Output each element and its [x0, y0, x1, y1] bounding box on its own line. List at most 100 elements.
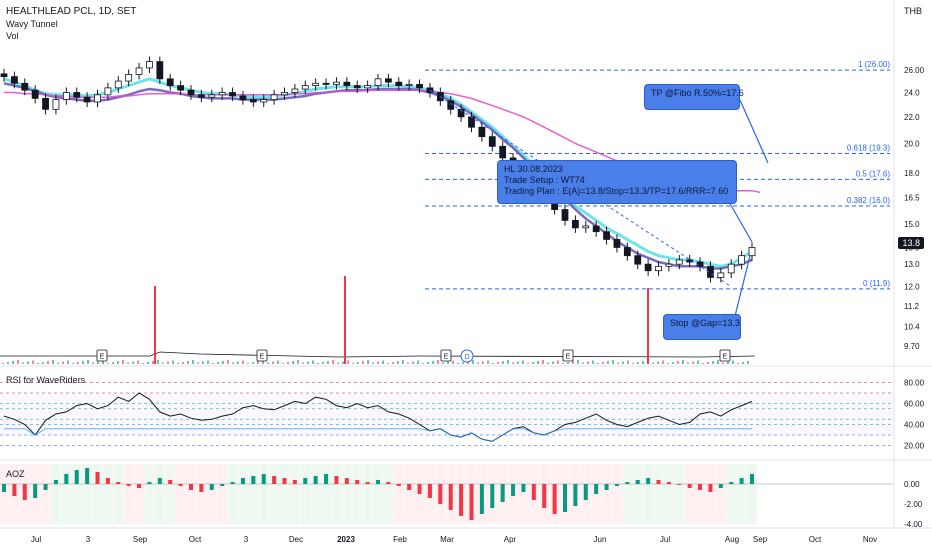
- earnings-marker[interactable]: [96, 349, 108, 362]
- candle[interactable]: [73, 92, 81, 98]
- candle[interactable]: [83, 96, 91, 103]
- candle[interactable]: [125, 74, 133, 82]
- candle[interactable]: [665, 263, 673, 267]
- aoz-bar[interactable]: [189, 484, 193, 490]
- aoz-pane[interactable]: 0.00 -2.00 -4.00: [0, 464, 923, 529]
- aoz-bar[interactable]: [687, 484, 692, 488]
- candle[interactable]: [499, 145, 507, 159]
- candle[interactable]: [488, 136, 496, 147]
- candle[interactable]: [343, 81, 351, 86]
- aoz-bar[interactable]: [479, 484, 484, 514]
- candle[interactable]: [416, 84, 423, 89]
- indicator-wavy-tunnel[interactable]: Wavy Tunnel: [6, 19, 58, 29]
- aoz-bar[interactable]: [2, 484, 6, 492]
- tp-callout[interactable]: TP @Fibo R.50%=17.6: [644, 84, 744, 110]
- candle[interactable]: [696, 261, 704, 267]
- candle[interactable]: [457, 108, 465, 118]
- aoz-bar[interactable]: [324, 474, 329, 484]
- aoz-bar[interactable]: [729, 482, 734, 484]
- aoz-bar[interactable]: [85, 468, 90, 484]
- candle[interactable]: [727, 263, 735, 274]
- aoz-bar[interactable]: [563, 484, 567, 512]
- candle[interactable]: [748, 247, 756, 257]
- candle[interactable]: [187, 89, 195, 96]
- earnings-marker[interactable]: [256, 349, 268, 362]
- candle[interactable]: [52, 99, 60, 110]
- aoz-bar[interactable]: [407, 484, 412, 490]
- aoz-bar[interactable]: [614, 484, 619, 486]
- candle[interactable]: [229, 92, 236, 97]
- aoz-bar[interactable]: [521, 484, 526, 492]
- candle[interactable]: [0, 73, 8, 78]
- aoz-bar[interactable]: [698, 484, 703, 490]
- aoz-bar[interactable]: [583, 484, 588, 500]
- volume-spike-bar[interactable]: [344, 276, 346, 364]
- aoz-bar[interactable]: [251, 476, 256, 484]
- aoz-bar[interactable]: [282, 478, 287, 484]
- aoz-bar[interactable]: [739, 478, 744, 484]
- candle[interactable]: [717, 272, 725, 278]
- aoz-bar[interactable]: [386, 482, 391, 484]
- candle[interactable]: [384, 78, 392, 83]
- candle[interactable]: [208, 94, 216, 98]
- time-axis[interactable]: Jul 3 Sep Oct 3 Dec 2023 Feb Mar Apr Jun Jul Aug Sep O…: [31, 535, 877, 544]
- aoz-bar[interactable]: [459, 484, 464, 516]
- aoz-bar[interactable]: [573, 484, 578, 506]
- candle[interactable]: [197, 94, 205, 98]
- aoz-bar[interactable]: [646, 478, 651, 484]
- candle[interactable]: [94, 94, 101, 103]
- aoz-bar[interactable]: [604, 484, 609, 490]
- aoz-bar[interactable]: [635, 480, 640, 484]
- aoz-bar[interactable]: [95, 472, 100, 484]
- candle[interactable]: [260, 99, 268, 103]
- aoz-bar[interactable]: [53, 480, 58, 484]
- aoz-bar[interactable]: [625, 482, 630, 484]
- aoz-bar[interactable]: [677, 484, 682, 485]
- aoz-bar[interactable]: [116, 482, 121, 484]
- aoz-bar[interactable]: [147, 482, 152, 484]
- candle[interactable]: [62, 92, 70, 100]
- aoz-bar[interactable]: [334, 476, 339, 484]
- aoz-bar[interactable]: [105, 478, 110, 484]
- aoz-bar[interactable]: [417, 484, 422, 494]
- candle[interactable]: [353, 85, 361, 89]
- volume-spike-bar[interactable]: [154, 286, 156, 364]
- candle[interactable]: [561, 209, 569, 221]
- dividend-marker[interactable]: [460, 349, 474, 363]
- candle[interactable]: [634, 255, 642, 265]
- aoz-bar[interactable]: [500, 484, 505, 502]
- candle[interactable]: [613, 239, 621, 248]
- candle[interactable]: [478, 126, 486, 138]
- candle[interactable]: [405, 84, 413, 86]
- earnings-marker[interactable]: [562, 349, 574, 362]
- aoz-bar[interactable]: [542, 484, 547, 508]
- candle[interactable]: [281, 92, 288, 96]
- aoz-bar[interactable]: [303, 478, 308, 484]
- candle[interactable]: [468, 116, 475, 128]
- candle[interactable]: [249, 99, 257, 103]
- aoz-bar[interactable]: [22, 484, 27, 500]
- aoz-bar[interactable]: [313, 476, 318, 484]
- aoz-bar[interactable]: [594, 484, 599, 494]
- trading-plan-callout[interactable]: HL 30.08.2023 Trade Setup : WT74 Trading…: [497, 160, 737, 204]
- volume-spike-bar[interactable]: [647, 288, 649, 364]
- candle[interactable]: [364, 85, 372, 89]
- aoz-bar[interactable]: [178, 484, 183, 486]
- aoz-bar[interactable]: [240, 478, 245, 484]
- candle[interactable]: [655, 265, 662, 272]
- candle[interactable]: [312, 82, 320, 86]
- candle[interactable]: [675, 259, 683, 265]
- candle[interactable]: [571, 219, 579, 229]
- aoz-bar[interactable]: [365, 482, 370, 484]
- candle[interactable]: [10, 76, 18, 84]
- indicator-vol[interactable]: Vol: [6, 31, 19, 41]
- aoz-bar[interactable]: [74, 470, 79, 484]
- aoz-bar[interactable]: [396, 484, 401, 486]
- earnings-marker[interactable]: [440, 349, 452, 362]
- aoz-bar[interactable]: [33, 484, 38, 498]
- aoz-bar[interactable]: [511, 484, 516, 496]
- candle[interactable]: [374, 78, 382, 86]
- rsi-pane[interactable]: 80.00 60.00 40.00 20.00: [0, 379, 925, 451]
- candle[interactable]: [707, 265, 714, 278]
